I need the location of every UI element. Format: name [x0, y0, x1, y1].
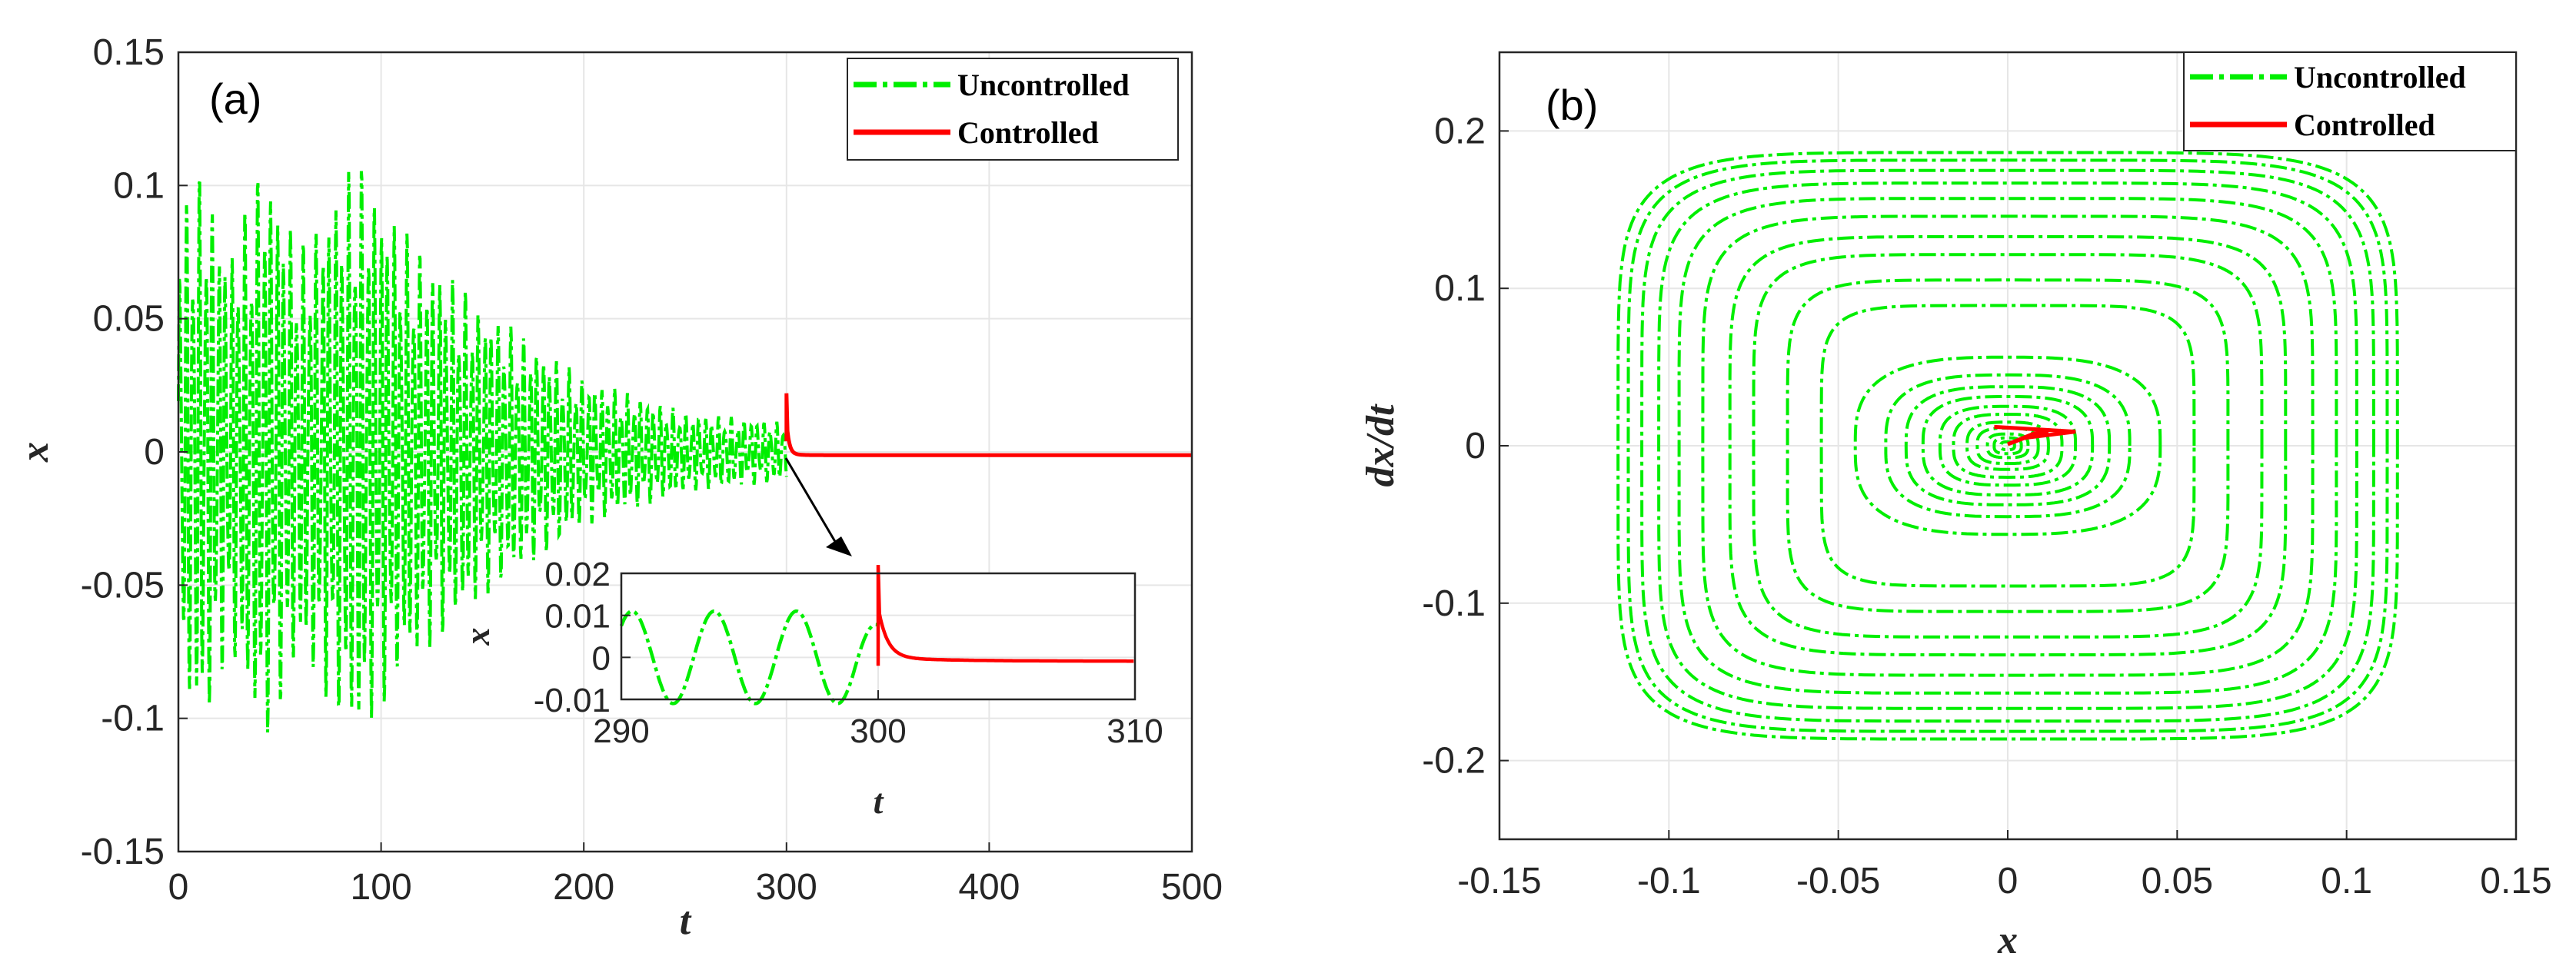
a-inset-x-tick-label: 290: [593, 712, 649, 750]
b-y-tick-label: 0.2: [1434, 111, 1486, 151]
a-uncontrolled-line: [177, 171, 788, 733]
b-x-tick-label: -0.15: [1457, 861, 1541, 902]
a-y-tick-label: -0.1: [101, 699, 165, 739]
b-uncontrolled-orbit: [1728, 234, 2288, 657]
a-inset-y-tick-label: 0: [592, 639, 611, 677]
a-x-tick-label: 400: [958, 867, 1020, 908]
a-inset-x-axis-label: t: [874, 782, 884, 821]
a-y-tick-label: 0.15: [93, 32, 165, 73]
b-legend-box: [2183, 51, 2517, 151]
a-inset-x-ticks: 290 300 310: [593, 690, 1163, 750]
b-uncontrolled-orbit: [1904, 385, 2112, 506]
b-controlled-line: [1994, 424, 2076, 447]
a-inset-x-tick-label: 300: [850, 712, 906, 750]
b-uncontrolled-orbit: [1657, 181, 2358, 710]
a-arrow-head: [826, 536, 852, 556]
a-inset-y-axis-label: x: [458, 628, 497, 646]
b-x-axis-label: x: [1997, 918, 2018, 962]
a-y-tick-label: -0.15: [81, 832, 165, 872]
a-x-tick-label: 500: [1161, 867, 1223, 908]
a-inset-y-ticks: -0.01 00.01 0.02: [534, 556, 631, 719]
a-legend-box: [847, 58, 1179, 161]
b-series-controlled: [1994, 424, 2076, 447]
b-series-uncontrolled: [1616, 151, 2399, 741]
a-legend-controlled-label: Controlled: [957, 115, 1099, 150]
b-x-tick-label: 0.05: [2142, 861, 2213, 902]
b-uncontrolled-orbit: [1626, 158, 2389, 733]
a-inset-series-uncontrolled: [619, 609, 877, 706]
a-arrow-line: [784, 457, 838, 545]
b-y-tick-label: 0: [1465, 426, 1486, 467]
b-uncontrolled-orbit: [1985, 432, 2030, 460]
b-x-tick-label: 0.15: [2480, 861, 2551, 902]
b-x-tick-label: -0.05: [1796, 861, 1880, 902]
b-uncontrolled-orbit: [1938, 404, 2078, 487]
a-y-tick-label: 0: [144, 432, 165, 473]
b-uncontrolled-orbit: [1819, 304, 2196, 588]
b-y-ticks: -0.2 -0.1 0 0.1 0.2: [1422, 111, 1509, 782]
b-legend-controlled-label: Controlled: [2294, 108, 2435, 142]
b-uncontrolled-orbit: [1952, 412, 2064, 480]
b-uncontrolled-orbit: [1921, 395, 2095, 496]
a-x-tick-label: 300: [756, 867, 817, 908]
a-inset-uncontrolled-line: [619, 609, 877, 706]
b-uncontrolled-orbit: [1965, 420, 2050, 471]
b-legend: Uncontrolled Controlled: [2183, 51, 2517, 151]
b-y-tick-label: -0.2: [1422, 741, 1486, 782]
a-inset-y-tick-label: 0.02: [544, 556, 611, 593]
a-x-axis-label: t: [680, 899, 692, 943]
a-x-tick-label: 200: [553, 867, 614, 908]
b-x-ticks: -0.15 -0.1 -0.05 0 0.05 0.1 0.15: [1457, 830, 2552, 902]
b-x-tick-label: -0.1: [1637, 861, 1701, 902]
a-y-ticks: -0.15 -0.1 -0.05 0 0.05 0.1 0.15: [81, 32, 188, 872]
b-legend-uncontrolled-label: Uncontrolled: [2294, 60, 2466, 95]
a-inset: 290 300 310 -0.01 00.01 0.02 t x: [458, 556, 1163, 821]
a-controlled-line: [784, 393, 1192, 457]
a-inset-y-tick-label: -0.01: [534, 682, 611, 719]
a-series-controlled: [784, 393, 1192, 457]
b-y-tick-label: -0.1: [1422, 583, 1486, 624]
b-y-tick-label: 0.1: [1434, 268, 1486, 309]
a-legend: Uncontrolled Controlled: [847, 58, 1179, 161]
a-y-tick-label: 0.05: [93, 299, 165, 340]
a-zoom-arrow: [784, 457, 852, 556]
a-panel-label: (a): [209, 75, 261, 123]
b-uncontrolled-orbit: [1752, 253, 2264, 639]
b-panel-label: (b): [1546, 81, 1598, 129]
b-uncontrolled-orbit: [1992, 436, 2023, 456]
a-inset-y-tick-label: 0.01: [544, 598, 611, 636]
b-uncontrolled-orbit: [1616, 151, 2399, 741]
panel-b: -0.15 -0.1 -0.05 0 0.05 0.1 0.15 -0.2 -0.1 0 0.1 0…: [1359, 51, 2552, 962]
a-x-tick-label: 100: [351, 867, 412, 908]
b-y-axis-label: dx/dt: [1359, 403, 1403, 486]
b-x-tick-label: 0.1: [2321, 861, 2372, 902]
b-uncontrolled-orbit: [1884, 373, 2132, 519]
a-inset-controlled-line: [876, 565, 1134, 666]
b-x-tick-label: 0: [1998, 861, 2019, 902]
b-uncontrolled-orbit: [1786, 278, 2230, 613]
a-x-ticks: 0 100 200 300 400 500: [168, 842, 1223, 908]
b-uncontrolled-orbit: [1677, 197, 2338, 695]
b-uncontrolled-orbit: [1853, 355, 2162, 536]
b-uncontrolled-orbit: [1701, 214, 2315, 677]
a-x-tick-label: 0: [168, 867, 189, 908]
a-inset-series-controlled: [876, 565, 1134, 666]
a-y-tick-label: -0.05: [81, 565, 165, 606]
a-inset-x-tick-label: 310: [1107, 712, 1163, 750]
a-series-uncontrolled: [177, 171, 788, 733]
a-legend-uncontrolled-label: Uncontrolled: [957, 68, 1130, 102]
b-uncontrolled-orbit: [1640, 168, 2375, 723]
panel-a: 0 100 200 300 400 500 -0.15 -0.1 -0.05 0 0.05 0.1 0…: [13, 32, 1223, 943]
a-y-axis-label: x: [13, 442, 57, 463]
a-y-tick-label: 0.1: [113, 165, 165, 206]
